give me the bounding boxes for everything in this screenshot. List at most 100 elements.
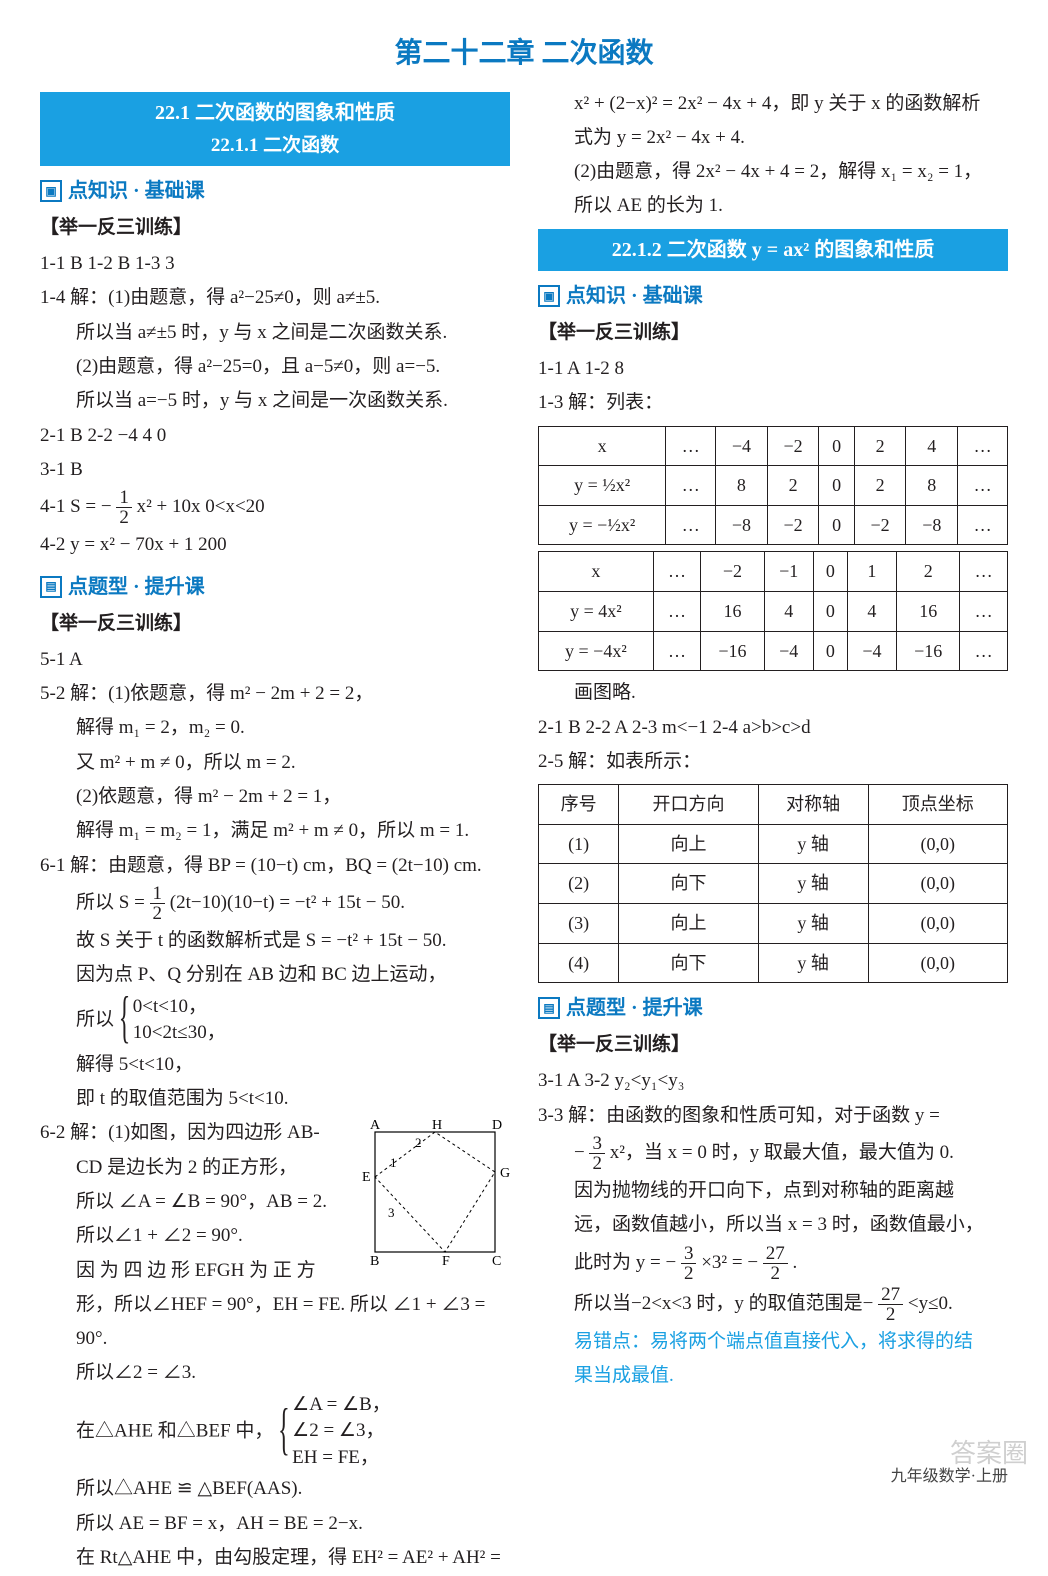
r7: 画图略. bbox=[538, 677, 1008, 709]
ans-6-1b-b: (2t−10)(10−t) = −t² + 15t − 50. bbox=[170, 892, 405, 913]
r6: 1-3 解：列表： bbox=[538, 387, 1008, 419]
ans-5-2e: 解得 m₁ = m₂ = 1，满足 m² + m ≠ 0，所以 m = 1. bbox=[40, 815, 510, 847]
table-cell: … bbox=[666, 466, 716, 506]
frac-half: 12 bbox=[116, 488, 132, 527]
r3: (2)由题意，得 2x² − 4x + 4 = 2，解得 x₁ = x₂ = 1… bbox=[538, 156, 1008, 188]
table-cell: … bbox=[958, 466, 1008, 506]
table-cell: (4) bbox=[539, 943, 619, 983]
ans-1-4b: 所以当 a≠±5 时，y 与 x 之间是二次函数关系. bbox=[40, 317, 510, 349]
table-cell: 2 bbox=[897, 552, 960, 592]
table-cell: x bbox=[539, 552, 654, 592]
practice-heading-2: 【举一反三训练】 bbox=[40, 608, 510, 640]
practice-heading-3: 【举一反三训练】 bbox=[538, 317, 1008, 349]
table-cell: y = −½x² bbox=[539, 505, 666, 545]
subhead-up: ▤ 点题型 · 提升课 bbox=[40, 570, 510, 604]
ans-1-4: 1-4 解：(1)由题意，得 a²−25≠0，则 a≠±5. bbox=[40, 282, 510, 314]
table-cell: 2 bbox=[767, 466, 819, 506]
table-cell: 0 bbox=[819, 426, 854, 466]
r12: − 32 x²，当 x = 0 时，y 取最大值，最大值为 0. bbox=[538, 1134, 1008, 1173]
frac-3-2: 32 bbox=[589, 1134, 605, 1173]
watermark: 答案圈 bbox=[950, 1432, 1028, 1476]
table-cell: (0,0) bbox=[868, 864, 1007, 904]
table-cell: 向下 bbox=[619, 864, 758, 904]
table-cell: 16 bbox=[701, 592, 764, 632]
ans-2: 2-1 B 2-2 −4 4 0 bbox=[40, 420, 510, 452]
ans-6-2l: 在 Rt△AHE 中，由勾股定理，得 EH² = AE² + AH² = bbox=[40, 1542, 510, 1574]
table-cell: 8 bbox=[906, 466, 958, 506]
table-1: x…−4−2024…y = ½x²…82028…y = −½x²…−8−20−2… bbox=[538, 426, 1008, 546]
ans-6-2i: 在△AHE 和△BEF 中， ∠A = ∠B， ∠2 = ∠3， EH = FE… bbox=[40, 1392, 510, 1472]
band2-text: 22.1.2 二次函数 y = ax² 的图象和性质 bbox=[612, 239, 934, 261]
sys1-l2: 10<2t≤30， bbox=[133, 1020, 226, 1047]
ans-6-2i-a: 在△AHE 和△BEF 中， bbox=[76, 1420, 273, 1441]
table-cell: 4 bbox=[847, 592, 896, 632]
table-header-cell: 对称轴 bbox=[758, 785, 868, 825]
section-band-22-1: 22.1 二次函数的图象和性质 22.1.1 二次函数 bbox=[40, 92, 510, 166]
svg-text:F: F bbox=[442, 1254, 450, 1267]
ans-1: 1-1 B 1-2 B 1-3 3 bbox=[40, 248, 510, 280]
ans-6-1g: 即 t 的取值范围为 5<t<10. bbox=[40, 1083, 510, 1115]
ans-6-1e: 所以 0<t<10， 10<2t≤30， bbox=[40, 994, 510, 1047]
svg-text:B: B bbox=[370, 1254, 379, 1267]
r16: 所以当−2<x<3 时，y 的取值范围是− 272 <y≤0. bbox=[538, 1285, 1008, 1324]
table-cell: … bbox=[666, 505, 716, 545]
r13: 因为抛物线的开口向下，点到对称轴的距离越 bbox=[538, 1175, 1008, 1207]
svg-text:H: H bbox=[432, 1118, 442, 1133]
r8: 2-1 B 2-2 A 2-3 m<−1 2-4 a>b>c>d bbox=[538, 712, 1008, 744]
r2: 式为 y = 2x² − 4x + 4. bbox=[538, 122, 1008, 154]
ans-5-2c: 又 m² + m ≠ 0，所以 m = 2. bbox=[40, 747, 510, 779]
table-cell: 0 bbox=[813, 631, 847, 671]
sys2-l1: ∠A = ∠B， bbox=[292, 1392, 391, 1419]
subhead-basic-2-text: 点知识 · 基础课 bbox=[566, 279, 703, 313]
ans-6-1c: 故 S 关于 t 的函数解析式是 S = −t² + 15t − 50. bbox=[40, 925, 510, 957]
system-2: ∠A = ∠B， ∠2 = ∠3， EH = FE， bbox=[278, 1392, 391, 1472]
svg-text:A: A bbox=[370, 1118, 381, 1133]
table-cell: … bbox=[960, 552, 1008, 592]
table-cell: −1 bbox=[764, 552, 813, 592]
table-cell: 0 bbox=[819, 466, 854, 506]
subhead-basic-2: ▣ 点知识 · 基础课 bbox=[538, 279, 1008, 313]
ans-3: 3-1 B bbox=[40, 454, 510, 486]
subhead-basic: ▣ 点知识 · 基础课 bbox=[40, 174, 510, 208]
table-cell: y = 4x² bbox=[539, 592, 654, 632]
ans-5-2: 5-2 解：(1)依题意，得 m² − 2m + 2 = 2， bbox=[40, 678, 510, 710]
r1: x² + (2−x)² = 2x² − 4x + 4，即 y 关于 x 的函数解… bbox=[538, 88, 1008, 120]
frac-3-2b: 32 bbox=[681, 1244, 697, 1283]
r15c: . bbox=[793, 1251, 798, 1272]
ans-4-2: 4-2 y = x² − 70x + 1 200 bbox=[40, 529, 510, 561]
svg-text:E: E bbox=[362, 1170, 371, 1185]
table-cell: 向上 bbox=[619, 903, 758, 943]
table-cell: … bbox=[958, 426, 1008, 466]
ans-6-1e-a: 所以 bbox=[76, 1008, 114, 1029]
r10: 3-1 A 3-2 y₂<y₁<y₃ bbox=[538, 1065, 1008, 1097]
table-3: 序号开口方向对称轴顶点坐标(1)向上y 轴(0,0)(2)向下y 轴(0,0)(… bbox=[538, 784, 1008, 983]
table-cell: … bbox=[653, 592, 701, 632]
table-cell: −2 bbox=[854, 505, 906, 545]
table-cell: y = −4x² bbox=[539, 631, 654, 671]
table-cell: 0 bbox=[813, 592, 847, 632]
svg-text:G: G bbox=[500, 1166, 510, 1181]
r9: 2-5 解：如表所示： bbox=[538, 746, 1008, 778]
table-cell: 向下 bbox=[619, 943, 758, 983]
table-cell: x bbox=[539, 426, 666, 466]
table-cell: (1) bbox=[539, 824, 619, 864]
r15b: ×3² = − bbox=[701, 1251, 758, 1272]
r12b: x²，当 x = 0 时，y 取最大值，最大值为 0. bbox=[610, 1142, 954, 1163]
table-header-cell: 序号 bbox=[539, 785, 619, 825]
table-cell: 向上 bbox=[619, 824, 758, 864]
svg-text:2: 2 bbox=[415, 1135, 422, 1150]
subhead-basic-text: 点知识 · 基础课 bbox=[68, 174, 205, 208]
square-diagram: A H D E G B F C 1 2 3 bbox=[360, 1117, 510, 1267]
table-cell: y 轴 bbox=[758, 943, 868, 983]
table-cell: 2 bbox=[854, 466, 906, 506]
ans-5-1: 5-1 A bbox=[40, 644, 510, 676]
svg-text:C: C bbox=[492, 1254, 501, 1267]
svg-text:1: 1 bbox=[390, 1155, 397, 1170]
table-cell: −16 bbox=[701, 631, 764, 671]
frac-27-2: 272 bbox=[763, 1244, 788, 1283]
r16a: 所以当−2<x<3 时，y 的取值范围是− bbox=[574, 1292, 873, 1313]
table-cell: 4 bbox=[906, 426, 958, 466]
subhead-up-text: 点题型 · 提升课 bbox=[68, 570, 205, 604]
table-cell: 1 bbox=[847, 552, 896, 592]
book-icon: ▣ bbox=[40, 180, 62, 202]
